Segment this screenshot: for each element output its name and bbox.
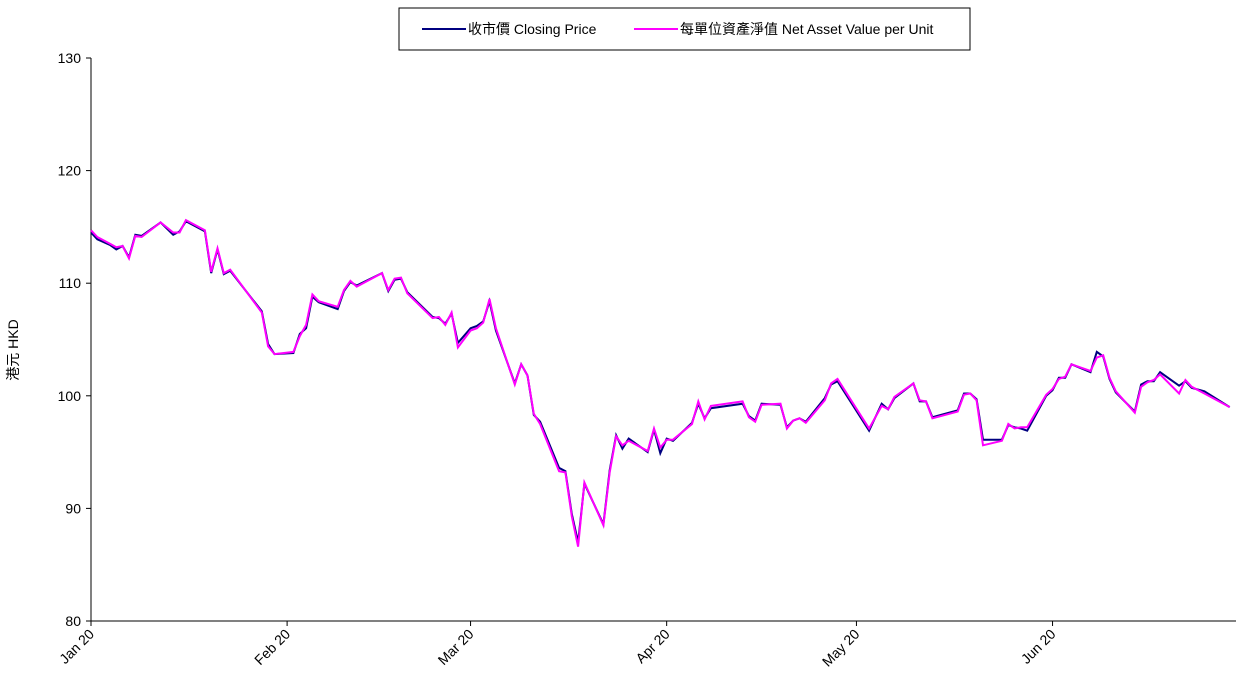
- x-tick-label: Jan 20: [56, 626, 97, 667]
- x-tick-label: Feb 20: [251, 626, 293, 668]
- y-tick-label: 100: [58, 388, 82, 404]
- series-line: [90, 219, 1231, 543]
- y-tick-label: 90: [65, 500, 81, 516]
- y-tick-label: 120: [58, 163, 82, 179]
- x-tick-label: May 20: [819, 626, 863, 670]
- y-tick-label: 80: [65, 613, 81, 629]
- series-line: [90, 218, 1231, 547]
- x-tick-label: Mar 20: [435, 626, 477, 668]
- y-axis-label: 港元 HKD: [5, 319, 21, 380]
- legend-label: 每單位資產淨值 Net Asset Value per Unit: [680, 21, 933, 37]
- x-tick-label: Apr 20: [632, 626, 673, 667]
- y-tick-label: 110: [59, 275, 82, 291]
- legend-label: 收市價 Closing Price: [468, 21, 597, 37]
- y-tick-label: 130: [58, 50, 82, 66]
- legend-box: [398, 7, 971, 51]
- x-tick-label: Jun 20: [1018, 626, 1059, 667]
